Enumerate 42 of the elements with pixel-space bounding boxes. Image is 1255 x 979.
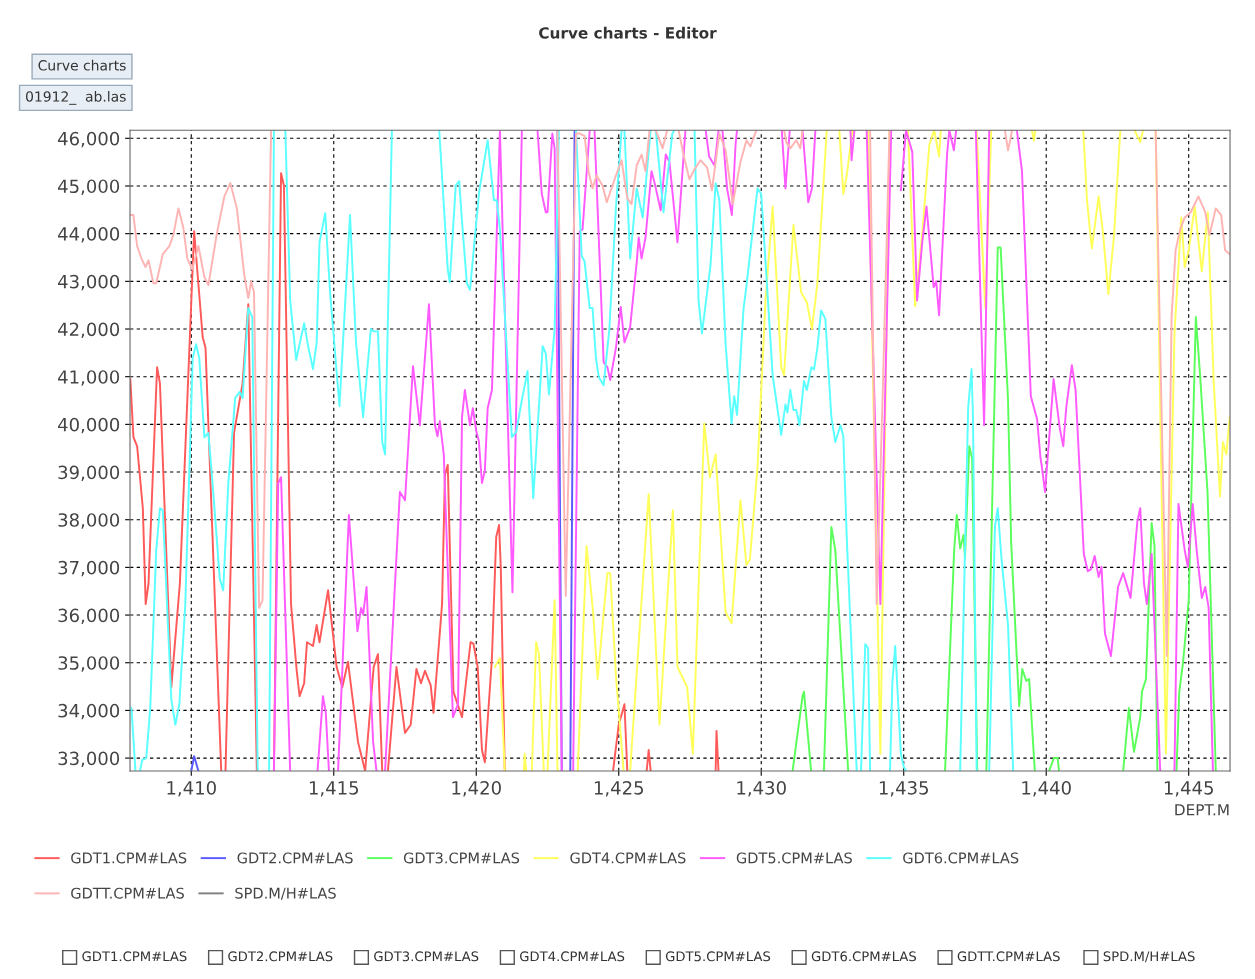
- text: GDT6.CPM#LAS: [811, 951, 916, 962]
- text: 01912_ ab.las: [26, 90, 126, 105]
- text: GDT2.CPM#LAS: [228, 951, 333, 962]
- text: GDTT.CPM#LAS: [957, 951, 1060, 962]
- x-tick-label: 1,410: [167, 781, 216, 797]
- y-tick-label: 40,000: [58, 417, 120, 434]
- legend-label: SPD.M/H#LAS: [235, 887, 336, 900]
- y-tick-label: 44,000: [58, 227, 120, 243]
- legend-label: GDT2.CPM#LAS: [237, 852, 353, 864]
- y-tick-label: 34,000: [58, 703, 120, 720]
- text: SPD.M/H#LAS: [1103, 951, 1195, 963]
- x-tick-label: 1,430: [737, 781, 786, 797]
- text: GDT4.CPM#LAS: [520, 951, 625, 962]
- x-tick-label: 1,415: [309, 781, 359, 797]
- y-tick-label: 41,000: [58, 370, 120, 386]
- legend-label: GDTT.CPM#LAS: [71, 887, 184, 899]
- x-tick-label: 1,445: [1164, 781, 1213, 797]
- y-tick-label: 43,000: [58, 274, 120, 291]
- x-axis-title: DEPT.M: [1175, 804, 1229, 816]
- x-tick-label: 1,425: [594, 781, 644, 797]
- x-tick-label: 1,420: [452, 781, 501, 797]
- text: GDT5.CPM#LAS: [665, 951, 771, 962]
- legend-label: GDT4.CPM#LAS: [570, 852, 686, 864]
- text: GDT3.CPM#LAS: [374, 951, 479, 962]
- x-tick-label: 1,435: [879, 781, 928, 797]
- legend-label: GDT6.CPM#LAS: [903, 852, 1019, 864]
- y-tick-label: 35,000: [58, 656, 120, 672]
- y-tick-label: 38,000: [58, 513, 120, 529]
- y-tick-label: 36,000: [58, 608, 120, 625]
- legend-label: GDT1.CPM#LAS: [71, 852, 187, 864]
- legend-label: GDT3.CPM#LAS: [403, 852, 520, 864]
- y-tick-label: 46,000: [58, 131, 120, 148]
- x-tick-label: 1,440: [1022, 781, 1071, 797]
- y-tick-label: 33,000: [58, 751, 120, 768]
- text: GDT1.CPM#LAS: [82, 951, 187, 962]
- chart-title: Curve charts - Editor: [539, 26, 717, 39]
- y-tick-label: 37,000: [58, 560, 120, 577]
- y-tick-label: 42,000: [58, 322, 120, 338]
- y-tick-label: 45,000: [58, 179, 120, 195]
- text: Curve charts: [38, 59, 126, 71]
- y-tick-label: 39,000: [58, 465, 120, 481]
- legend-label: GDT5.CPM#LAS: [736, 852, 852, 864]
